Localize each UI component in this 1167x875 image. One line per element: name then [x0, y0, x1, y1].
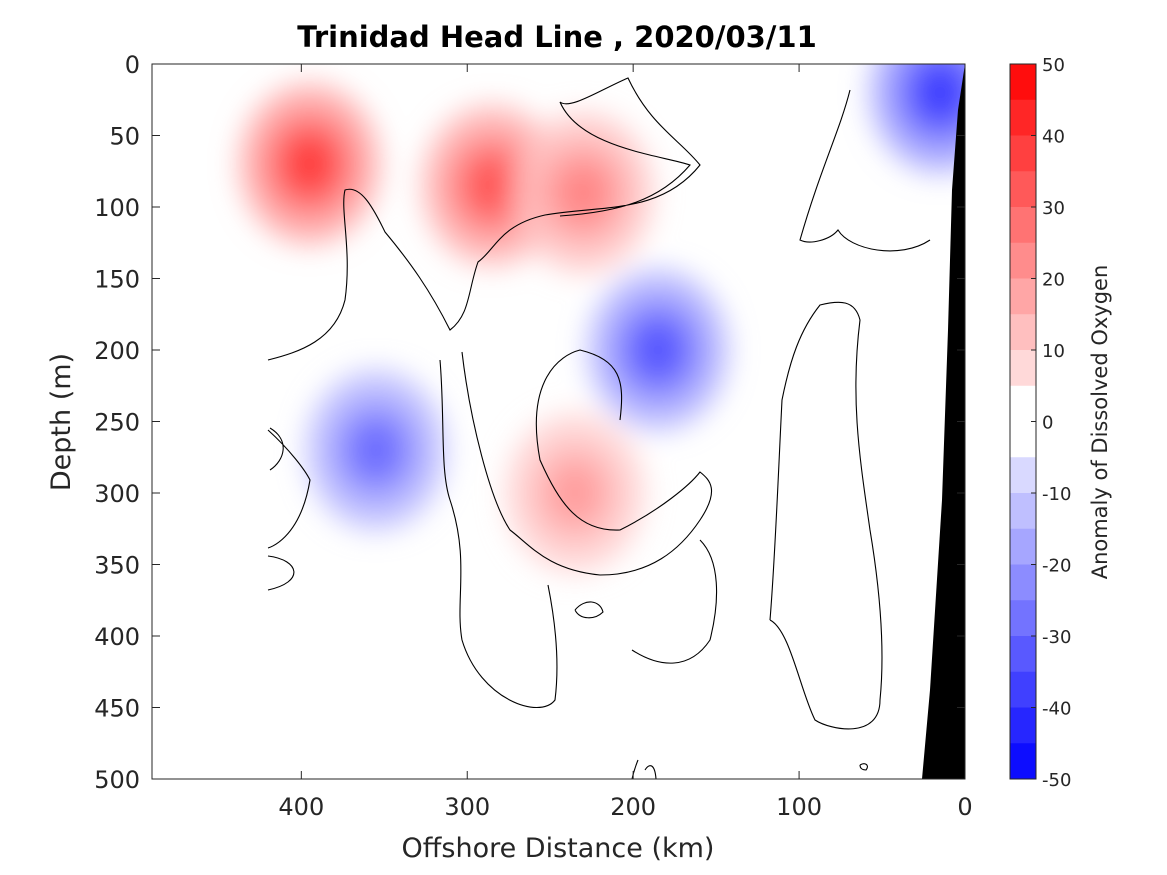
- anomaly-blob-3: [505, 413, 646, 573]
- colorbar-swatch: [1010, 171, 1036, 208]
- anomaly-blob-4: [588, 270, 729, 430]
- y-axis-title: Depth (m): [46, 353, 77, 491]
- colorbar-swatch: [1010, 564, 1036, 601]
- colorbar: [1009, 63, 1037, 780]
- y-tick-label: 200: [94, 337, 140, 365]
- y-tick-label: 150: [94, 266, 140, 294]
- colorbar-swatch: [1010, 671, 1036, 708]
- colorbar-tick-label: 10: [1042, 341, 1065, 362]
- y-tick-label: 400: [94, 623, 140, 651]
- colorbar-tick-label: 30: [1042, 198, 1065, 219]
- y-tick-label: 0: [125, 51, 140, 79]
- x-axis: 400 300 200 100 0: [278, 64, 973, 821]
- colorbar-swatch: [1010, 99, 1036, 136]
- colorbar-tick-label: -30: [1042, 627, 1071, 648]
- colorbar-swatch: [1010, 64, 1036, 101]
- y-tick-label: 500: [94, 766, 140, 794]
- colorbar-swatch: [1010, 278, 1036, 315]
- y-tick-label: 50: [109, 123, 140, 151]
- bathymetry-mask: [922, 64, 965, 779]
- colorbar-tick-label: -20: [1042, 556, 1071, 577]
- colorbar-title: Anomaly of Dissolved Oxygen: [1088, 265, 1112, 580]
- colorbar-swatch: [1010, 350, 1036, 387]
- x-tick-label: 100: [776, 793, 822, 821]
- y-tick-label: 100: [94, 194, 140, 222]
- y-tick-label: 250: [94, 409, 140, 437]
- anomaly-blob-0: [239, 84, 380, 245]
- colorbar-tick-label: -10: [1042, 484, 1071, 505]
- colorbar-swatch: [1010, 707, 1036, 744]
- colorbar-swatch: [1010, 457, 1036, 494]
- y-tick-label: 300: [94, 480, 140, 508]
- colorbar-ticks: 50 40 30 20 10 0 -10 -20 -30 -40 -50: [1031, 55, 1071, 791]
- x-tick-label: 0: [957, 793, 972, 821]
- zero-contour-lines: [267, 77, 931, 779]
- anomaly-field: [239, 64, 965, 779]
- colorbar-tick-label: -50: [1042, 770, 1071, 791]
- colorbar-tick-label: 50: [1042, 55, 1065, 76]
- chart-title: Trinidad Head Line , 2020/03/11: [297, 20, 817, 54]
- colorbar-swatch: [1010, 636, 1036, 673]
- y-tick-label: 350: [94, 552, 140, 580]
- colorbar-swatch: [1010, 242, 1036, 279]
- anomaly-blob-2: [513, 112, 654, 273]
- colorbar-tick-label: 0: [1042, 413, 1053, 434]
- x-tick-label: 400: [278, 793, 324, 821]
- x-tick-label: 200: [610, 793, 656, 821]
- colorbar-tick-label: -40: [1042, 699, 1071, 720]
- colorbar-tick-label: 40: [1042, 127, 1065, 148]
- x-tick-label: 300: [444, 793, 490, 821]
- anomaly-blob-6: [870, 64, 965, 173]
- x-axis-title: Offshore Distance (km): [402, 833, 715, 864]
- colorbar-swatch: [1010, 528, 1036, 565]
- y-tick-label: 450: [94, 695, 140, 723]
- colorbar-swatch: [1010, 421, 1036, 458]
- colorbar-swatch: [1010, 493, 1036, 530]
- anomaly-blob-5: [305, 370, 446, 531]
- colorbar-swatch: [1010, 314, 1036, 351]
- colorbar-swatch: [1010, 207, 1036, 244]
- colorbar-swatch: [1010, 600, 1036, 637]
- colorbar-tick-label: 20: [1042, 270, 1065, 291]
- y-axis: 0 50 100 150 200 250 300 350 400 450 500: [94, 51, 965, 794]
- colorbar-swatch: [1010, 135, 1036, 172]
- colorbar-swatch: [1010, 743, 1036, 780]
- colorbar-swatch: [1010, 385, 1036, 422]
